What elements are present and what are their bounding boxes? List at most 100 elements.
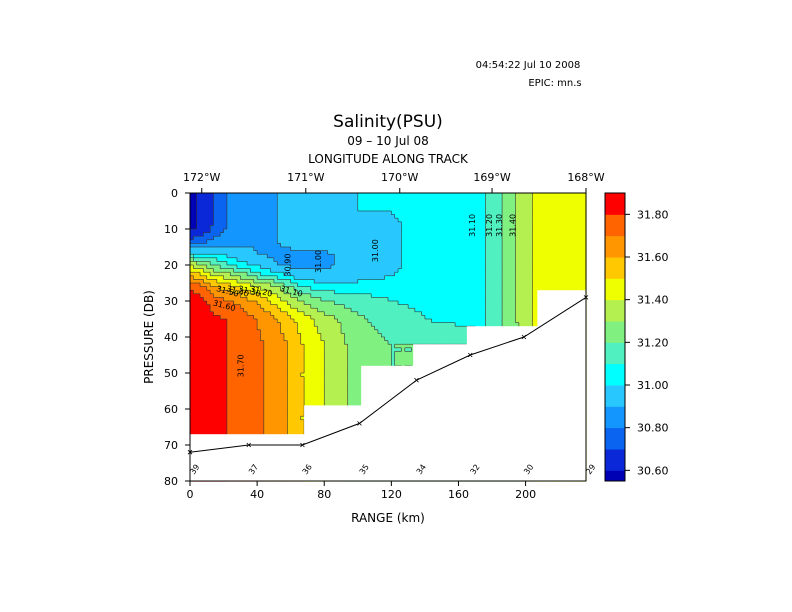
salinity-cell (210, 344, 215, 349)
salinity-cell (200, 279, 205, 284)
salinity-cell (236, 329, 241, 334)
salinity-cell (247, 419, 252, 424)
salinity-cell (287, 301, 292, 306)
salinity-cell (253, 229, 258, 234)
salinity-cell (213, 369, 218, 374)
salinity-cell (203, 257, 208, 262)
salinity-cell (190, 362, 194, 367)
salinity-cell (267, 243, 272, 248)
salinity-cell (294, 218, 298, 223)
salinity-cell (243, 326, 248, 331)
salinity-cell (230, 423, 235, 428)
salinity-cell (297, 376, 302, 381)
salinity-cell (203, 265, 208, 270)
salinity-cell (260, 221, 265, 226)
salinity-cell (206, 225, 211, 230)
salinity-cell (283, 412, 288, 417)
salinity-cell (213, 401, 218, 406)
salinity-cell (297, 315, 302, 320)
salinity-cell (253, 257, 258, 262)
salinity-cell (200, 409, 205, 414)
salinity-cell (206, 427, 211, 432)
salinity-cell (277, 200, 282, 205)
salinity-cell (247, 409, 252, 414)
salinity-cell (196, 401, 201, 406)
salinity-cell (270, 423, 275, 428)
salinity-cell (270, 311, 275, 316)
salinity-cell (233, 380, 238, 385)
salinity-cell (300, 254, 305, 259)
salinity-cell (213, 290, 218, 295)
salinity-cell (263, 412, 268, 417)
salinity-cell (267, 207, 272, 212)
salinity-cell (280, 409, 285, 414)
salinity-cell (193, 203, 198, 208)
salinity-cell (213, 430, 218, 435)
salinity-cell (294, 211, 298, 216)
salinity-cell (210, 369, 215, 374)
salinity-cell (216, 326, 221, 331)
salinity-cell (223, 200, 228, 205)
salinity-cell (267, 333, 272, 338)
salinity-cell (196, 297, 201, 302)
salinity-cell (300, 279, 305, 284)
salinity-cell (190, 232, 194, 237)
salinity-cell (277, 193, 282, 198)
salinity-cell (216, 398, 221, 403)
salinity-cell (193, 322, 198, 327)
salinity-cell (213, 236, 218, 241)
salinity-cell (196, 409, 201, 414)
salinity-cell (190, 340, 194, 345)
salinity-cell (196, 293, 201, 298)
salinity-cell (294, 383, 298, 388)
salinity-cell (213, 358, 218, 363)
salinity-cell (300, 200, 305, 205)
salinity-cell (223, 383, 228, 388)
salinity-cell (200, 391, 205, 396)
salinity-cell (260, 362, 265, 367)
salinity-cell (230, 365, 235, 370)
salinity-cell (213, 225, 218, 230)
salinity-cell (220, 293, 225, 298)
salinity-cell (220, 214, 225, 219)
salinity-cell (236, 394, 241, 399)
salinity-cell (226, 214, 231, 219)
salinity-cell (297, 293, 302, 298)
salinity-cell (247, 398, 252, 403)
salinity-cell (270, 308, 275, 313)
salinity-cell (273, 257, 278, 262)
salinity-cell (190, 196, 194, 201)
salinity-cell (216, 373, 221, 378)
salinity-cell (210, 221, 215, 226)
salinity-cell (243, 207, 248, 212)
salinity-cell (206, 257, 211, 262)
salinity-cell (273, 250, 278, 255)
salinity-cell (260, 275, 265, 280)
salinity-cell (250, 326, 255, 331)
salinity-cell (257, 272, 262, 277)
salinity-cell (203, 347, 208, 352)
salinity-cell (206, 398, 211, 403)
salinity-cell (206, 279, 211, 284)
salinity-cell (253, 405, 258, 410)
salinity-cell (247, 369, 252, 374)
salinity-cell (220, 398, 225, 403)
salinity-cell (294, 301, 298, 306)
salinity-cell (250, 275, 255, 280)
salinity-cell (253, 409, 258, 414)
salinity-cell (216, 203, 221, 208)
salinity-cell (200, 229, 205, 234)
salinity-cell (267, 265, 272, 270)
salinity-cell (253, 311, 258, 316)
salinity-cell (240, 398, 245, 403)
salinity-cell (210, 326, 215, 331)
salinity-cell (250, 333, 255, 338)
salinity-cell (253, 272, 258, 277)
salinity-cell (257, 387, 262, 392)
salinity-cell (200, 265, 205, 270)
salinity-cell (280, 250, 285, 255)
salinity-cell (243, 272, 248, 277)
salinity-cell (273, 218, 278, 223)
salinity-cell (236, 376, 241, 381)
salinity-cell (193, 297, 198, 302)
